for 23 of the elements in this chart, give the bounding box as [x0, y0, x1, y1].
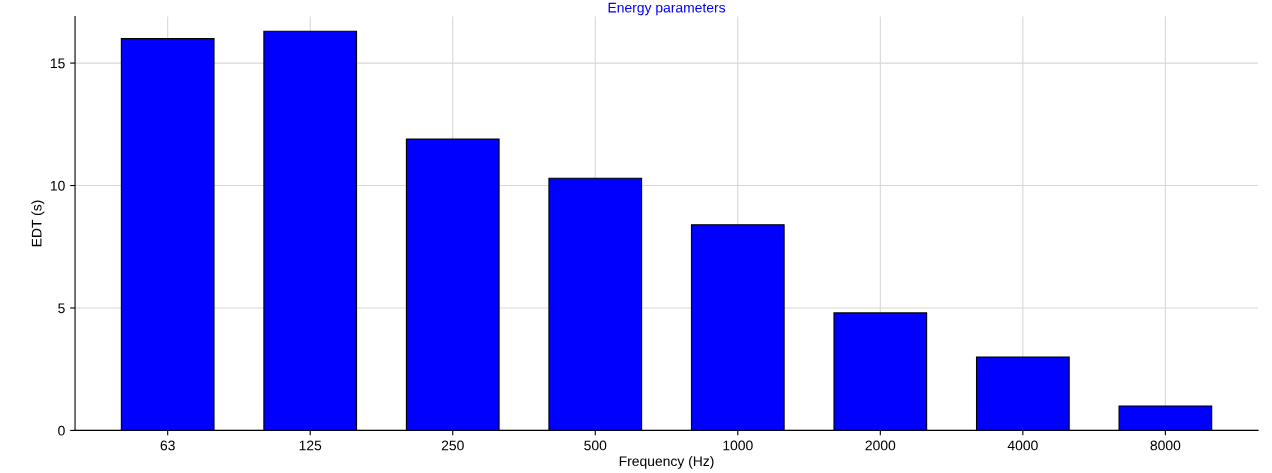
x-tick-label: 125 [299, 440, 322, 451]
bar [833, 312, 928, 431]
x-tick-label: 63 [160, 440, 175, 451]
x-axis-title: Frequency (Hz) [619, 455, 714, 469]
bar [1118, 405, 1213, 431]
x-tick-label: 4000 [1007, 440, 1038, 451]
bar [975, 356, 1070, 431]
y-tick-label: 0 [58, 425, 65, 436]
x-tick-label: 500 [584, 440, 607, 451]
x-tick-label: 1000 [723, 440, 753, 451]
y-tick-label: 5 [58, 303, 65, 314]
y-tick-label: 10 [50, 180, 65, 191]
x-tick-label: 2000 [865, 440, 896, 451]
chart-title: Energy parameters [608, 2, 726, 16]
y-tick-label: 15 [50, 58, 65, 69]
bar [548, 177, 643, 431]
bar [405, 138, 500, 431]
bar [263, 30, 358, 431]
x-tick-label: 250 [441, 440, 464, 451]
y-axis-title: EDT (s) [31, 200, 45, 247]
bar [690, 224, 785, 431]
x-tick-label: 8000 [1150, 440, 1181, 451]
bar [120, 38, 215, 431]
